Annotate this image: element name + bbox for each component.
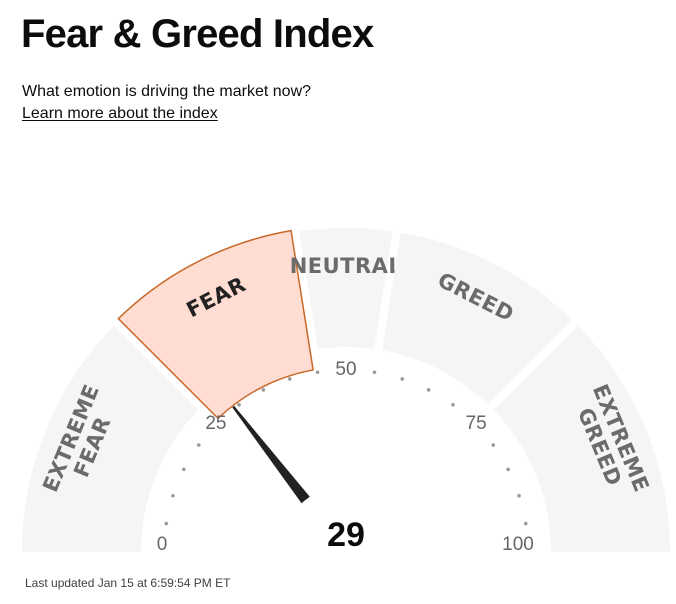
gauge-dot	[506, 467, 510, 472]
zone-extreme-fear	[22, 325, 199, 552]
gauge-dot	[517, 493, 521, 498]
gauge-value: 29	[327, 516, 365, 554]
gauge-needle	[232, 405, 324, 521]
tick-label-75: 75	[466, 413, 487, 434]
gauge-dot	[451, 402, 455, 407]
last-updated: Last updated Jan 15 at 6:59:54 PM ET	[25, 576, 231, 590]
gauge-dot	[400, 377, 405, 381]
gauge-dot	[523, 521, 528, 526]
page-subtitle: What emotion is driving the market now?	[22, 83, 312, 100]
zone-greed	[382, 232, 573, 405]
gauge-dot	[372, 370, 377, 375]
page-title: Fear & Greed Index	[21, 12, 374, 56]
gauge-dot	[426, 388, 431, 392]
gauge-dot	[237, 402, 241, 407]
learn-more-link[interactable]: Learn more about the index	[22, 105, 218, 122]
gauge-needle-group: 29	[232, 405, 412, 604]
gauge-dot	[261, 388, 266, 392]
gauge-dots	[164, 370, 528, 526]
zone-fear	[117, 229, 314, 420]
gauge-dot	[171, 493, 175, 498]
zone-extreme-greed	[493, 325, 670, 552]
tick-label-50: 50	[335, 359, 356, 380]
tick-label-0: 0	[157, 534, 168, 555]
gauge-dot	[491, 443, 496, 447]
gauge-dot	[182, 467, 186, 472]
gauge-dot	[164, 521, 169, 526]
gauge-hub	[280, 486, 412, 604]
gauge-dot	[315, 370, 320, 375]
tick-label-100: 100	[502, 534, 534, 555]
gauge-dot	[287, 377, 292, 381]
zone-label-neutral: NEUTRAL	[290, 254, 403, 278]
gauge-dot	[196, 443, 201, 447]
gauge-tick-labels: 0 25 50 75 100	[157, 359, 534, 555]
tick-label-25: 25	[205, 413, 226, 434]
zone-neutral	[299, 228, 393, 349]
